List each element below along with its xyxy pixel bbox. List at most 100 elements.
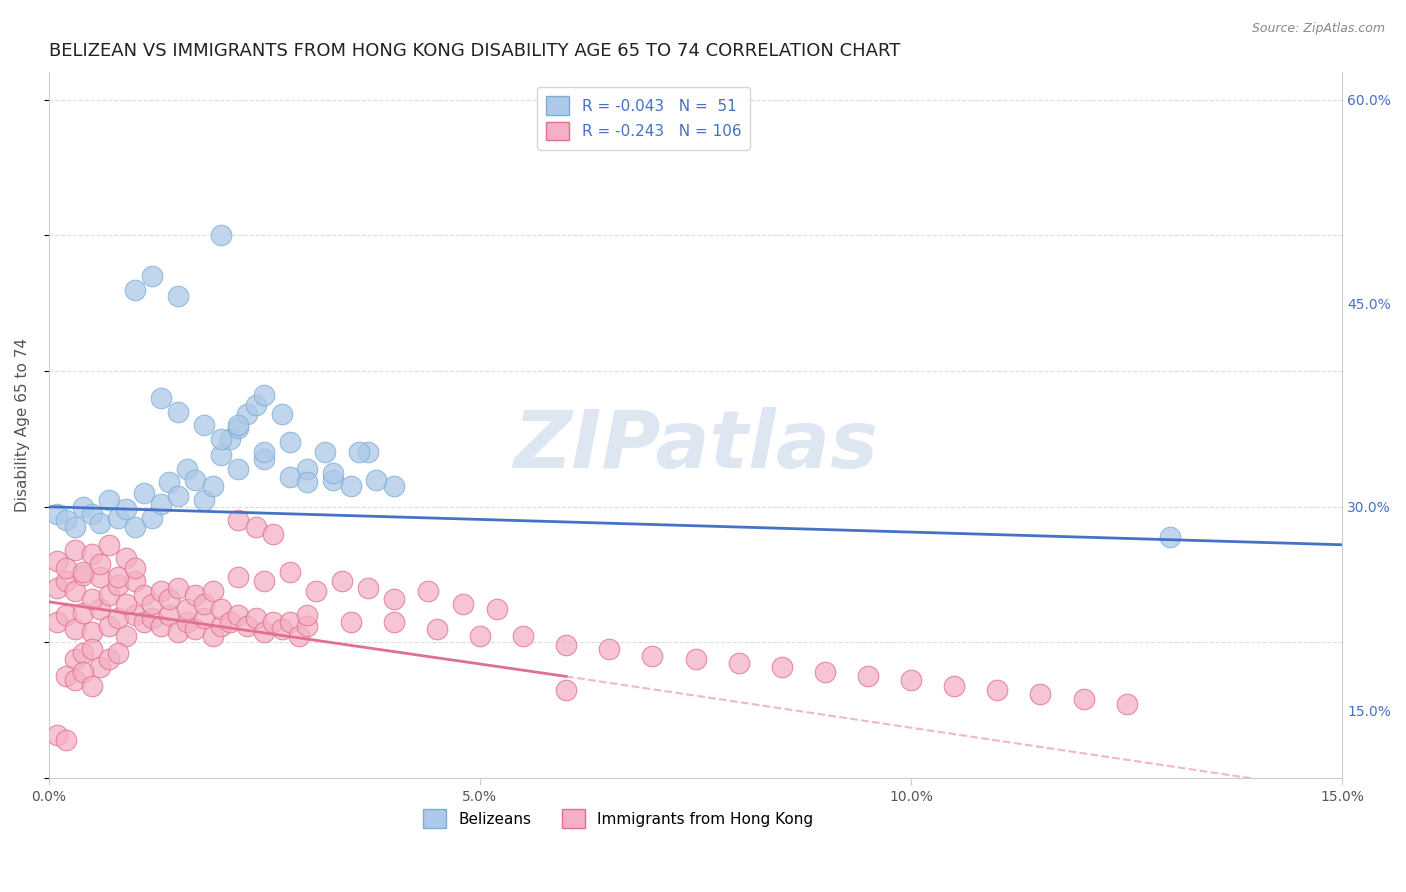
Point (184, 473, 207, 487)
Point (253, 574, 276, 589)
Point (72, 500, 94, 514)
Point (382, 592, 405, 607)
Point (89, 601, 111, 615)
Point (209, 448, 232, 462)
Point (184, 622, 207, 636)
Point (63, 652, 86, 666)
Point (80, 547, 103, 561)
Point (245, 398, 267, 412)
Point (141, 268, 163, 283)
Point (943, 679, 966, 693)
Point (598, 642, 620, 657)
Point (149, 391, 172, 405)
Point (1073, 692, 1095, 706)
Point (124, 520, 146, 534)
Point (98, 652, 121, 666)
Point (339, 479, 361, 493)
Point (1115, 697, 1137, 711)
Point (278, 434, 301, 449)
Point (115, 551, 138, 566)
Point (89, 660, 111, 674)
Point (245, 520, 267, 534)
Point (107, 611, 129, 625)
Text: BELIZEAN VS IMMIGRANTS FROM HONG KONG DISABILITY AGE 65 TO 74 CORRELATION CHART: BELIZEAN VS IMMIGRANTS FROM HONG KONG DI… (49, 42, 900, 60)
Point (253, 452, 276, 467)
Point (641, 649, 664, 664)
Point (55, 733, 77, 747)
Point (107, 646, 129, 660)
Point (176, 462, 198, 476)
Point (141, 510, 163, 524)
Point (451, 598, 474, 612)
Point (55, 574, 77, 589)
Point (228, 570, 250, 584)
Point (107, 570, 129, 584)
Point (149, 583, 172, 598)
Point (72, 646, 94, 660)
Point (89, 516, 111, 530)
Point (297, 462, 319, 476)
Point (366, 473, 388, 487)
Point (322, 473, 344, 487)
Point (201, 479, 224, 493)
Point (80, 642, 103, 657)
Point (209, 601, 232, 615)
Point (124, 608, 146, 623)
Point (46, 581, 69, 595)
Point (468, 629, 491, 643)
Point (63, 622, 86, 636)
Point (193, 611, 215, 625)
Point (218, 432, 240, 446)
Point (167, 489, 190, 503)
Point (814, 665, 837, 680)
Point (159, 475, 181, 490)
Point (262, 615, 284, 629)
Point (63, 583, 86, 598)
Point (193, 493, 215, 508)
Point (330, 574, 353, 589)
Point (55, 513, 77, 527)
Point (253, 445, 276, 459)
Point (124, 561, 146, 575)
Point (98, 588, 121, 602)
Point (555, 638, 578, 652)
Point (80, 592, 103, 607)
Point (278, 615, 301, 629)
Point (382, 615, 405, 629)
Point (193, 418, 215, 433)
Point (63, 520, 86, 534)
Y-axis label: Disability Age 65 to 74: Disability Age 65 to 74 (15, 338, 30, 512)
Point (228, 418, 250, 433)
Point (339, 615, 361, 629)
Point (347, 445, 370, 459)
Point (46, 507, 69, 521)
Point (228, 462, 250, 476)
Point (55, 669, 77, 683)
Point (55, 561, 77, 575)
Text: Source: ZipAtlas.com: Source: ZipAtlas.com (1251, 22, 1385, 36)
Point (107, 578, 129, 592)
Point (149, 497, 172, 511)
Point (80, 679, 103, 693)
Point (209, 619, 232, 633)
Point (115, 502, 138, 516)
Point (141, 598, 163, 612)
Point (46, 615, 69, 629)
Point (167, 405, 190, 419)
Point (218, 615, 240, 629)
Point (193, 598, 215, 612)
Point (209, 228, 232, 243)
Point (167, 624, 190, 639)
Point (132, 615, 155, 629)
Point (288, 629, 311, 643)
Point (89, 570, 111, 584)
Point (72, 606, 94, 620)
Point (357, 581, 380, 595)
Point (986, 683, 1008, 698)
Point (184, 588, 207, 602)
Point (278, 470, 301, 484)
Text: ZIPatlas: ZIPatlas (513, 408, 877, 485)
Point (149, 619, 172, 633)
Point (770, 660, 793, 674)
Point (159, 608, 181, 623)
